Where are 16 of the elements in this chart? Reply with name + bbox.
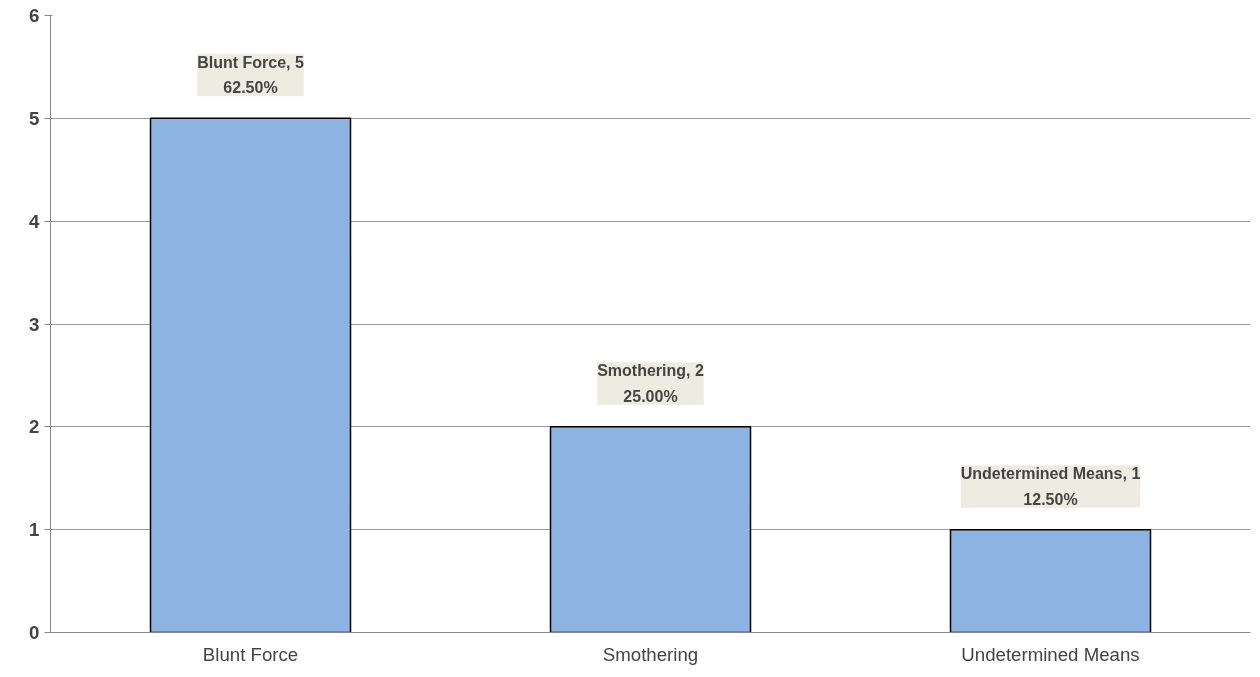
x-tick-label: Blunt Force (202, 643, 299, 665)
y-tick-label: 6 (29, 5, 40, 26)
y-tick-label: 2 (29, 416, 40, 438)
x-tick-label: Smothering (602, 643, 699, 665)
y-tick-label: 1 (29, 519, 40, 541)
y-tick-label: 0 (29, 622, 40, 643)
data-label: Smothering, 2 25.00% (597, 362, 704, 405)
data-label: Blunt Force, 5 62.50% (197, 53, 304, 97)
x-tick-label: Undetermined Means (961, 643, 1140, 665)
y-tick-label: 4 (29, 210, 41, 232)
y-tick-label: 3 (29, 313, 40, 335)
bar (149, 117, 352, 633)
bar (549, 426, 752, 633)
y-tick-label: 5 (29, 107, 40, 129)
bar (949, 528, 1152, 633)
data-label: Undetermined Means, 1 12.50% (960, 465, 1141, 508)
